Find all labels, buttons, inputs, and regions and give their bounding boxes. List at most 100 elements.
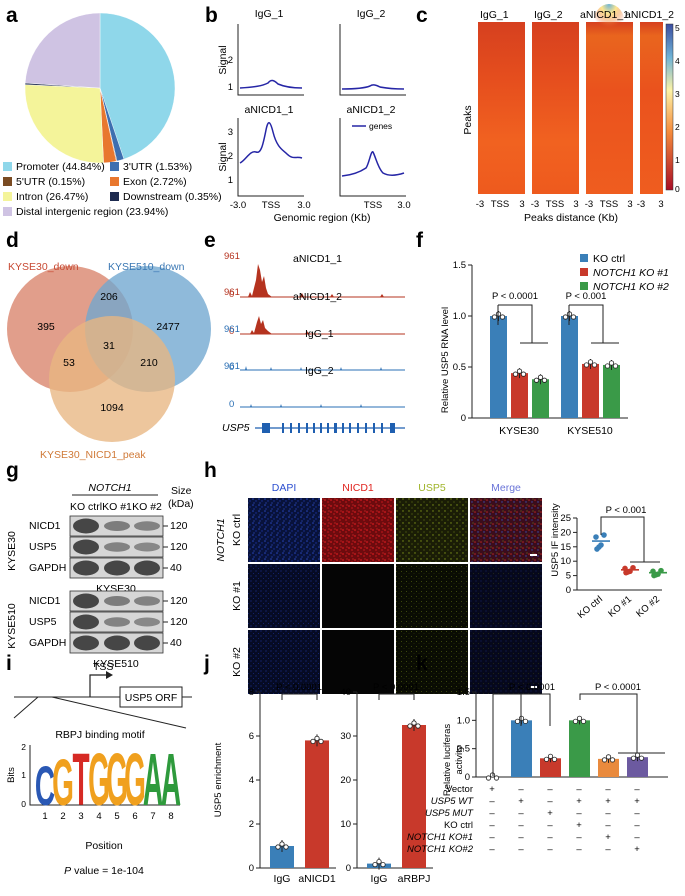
bar [561, 316, 578, 418]
venn-count: 2477 [156, 321, 180, 333]
heatmap-colorbar: 5 4 3 2 1 0 [665, 23, 680, 194]
x-tick: 3 [658, 199, 663, 210]
scatter-chart-h: 25 20 15 10 5 0 KO ctrl KO #1 KO #2 P < 0.001 [560, 505, 667, 621]
blot-band [73, 635, 99, 651]
motif-letter: A [161, 738, 181, 821]
data-point [533, 377, 540, 383]
blot-band [134, 635, 160, 651]
condition-mark: – [518, 820, 524, 831]
x-tick: -3 [585, 199, 593, 210]
x-tick: -3.0 [230, 200, 246, 211]
motif-pvalue: P value = 1e-104 [64, 865, 144, 877]
zoom-line [13, 696, 39, 719]
p-value: P < 0.0001 [595, 682, 641, 693]
sequence-logo: C1 G2 T3 G4 G5 G6 A7 A8 [35, 738, 181, 822]
blot-caption: KYSE510 [93, 658, 139, 670]
data-point [601, 532, 607, 538]
data-point [591, 362, 598, 368]
legend-swatch [3, 162, 12, 171]
data-point [537, 374, 544, 380]
condition-mark: – [547, 820, 553, 831]
blot-band [73, 518, 99, 534]
condition-mark: – [547, 796, 553, 807]
panel-j-label: j [203, 652, 210, 675]
data-point [630, 755, 637, 761]
motif-title: RBPJ binding motif [55, 729, 144, 741]
size-label: 120 [170, 520, 188, 532]
pval-rest: value = 1e-104 [71, 865, 144, 877]
colorbar-tick: 0 [675, 184, 680, 194]
exon [282, 423, 284, 433]
track-max: 961 [224, 287, 240, 298]
track-signal [240, 404, 405, 407]
data-point [318, 738, 324, 745]
significance-bracket [568, 304, 619, 344]
significance-bracket [497, 304, 548, 344]
condition-label: KO ctrl [444, 820, 473, 831]
condition-mark: – [547, 832, 553, 843]
y-axis-label: USP5 enrichment [213, 742, 224, 817]
legend-label: genes [369, 121, 392, 131]
exon [320, 423, 322, 433]
motif-letter: G [52, 745, 74, 819]
motif-letter: G [106, 738, 128, 821]
condition-mark: + [489, 784, 495, 795]
data-point [605, 754, 612, 760]
y-tick-label: 15 [560, 542, 571, 553]
position-tick: 4 [96, 811, 101, 822]
panel-a-label: a [6, 4, 18, 27]
x-category: KYSE30 [499, 425, 539, 437]
y-axis-label: activity [454, 745, 465, 774]
y-tick-label: 4 [249, 775, 254, 786]
blot-band [73, 560, 99, 576]
y-tick-label: 0 [465, 772, 470, 783]
p-value: P < 0.0001 [276, 682, 322, 693]
condition-mark: – [576, 784, 582, 795]
data-point [551, 756, 558, 762]
significance-bracket [378, 693, 415, 700]
condition-mark: – [489, 844, 495, 855]
condition-mark: – [576, 844, 582, 855]
track-min: 0 [229, 326, 234, 337]
pie-chart [24, 12, 176, 164]
data-point [609, 757, 616, 763]
y-tick-label: 1.0 [457, 715, 470, 726]
exon [306, 423, 308, 433]
x-category: aRBPJ [398, 873, 431, 885]
x-tick: TSS [600, 199, 618, 210]
pie-slice [24, 84, 104, 164]
bar [532, 379, 549, 418]
y-tick-label: 40 [340, 687, 351, 698]
bar [603, 364, 620, 418]
blot-band [134, 617, 160, 627]
data-point [583, 362, 590, 368]
colorbar-tick: 1 [675, 155, 680, 165]
position-tick: 8 [168, 811, 173, 822]
colorbar-tick: 4 [675, 56, 680, 66]
profile-line [239, 122, 303, 164]
position-tick: 6 [132, 811, 137, 822]
orf-label: USP5 ORF [125, 692, 178, 704]
panel-i-label: i [6, 652, 12, 675]
track-min: 0 [229, 362, 234, 373]
x-tick: 3 [627, 199, 632, 210]
y-tick: 2 [228, 55, 233, 66]
venn-diagram: KYSE30_down KYSE510_down KYSE30_NICD1_pe… [7, 261, 211, 461]
panel-b-label: b [205, 4, 218, 27]
data-point [596, 544, 602, 550]
profile-plot-igg2: IgG_2 [339, 8, 406, 96]
y-tick-label: 0.5 [453, 362, 466, 373]
y-axis-label: Relative USP5 RNA level [440, 307, 451, 413]
motif-letter: G [88, 738, 110, 821]
if-image [322, 564, 394, 628]
profile-plot-anicd1-2: aNICD1_2 genes TSS 3.0 [339, 104, 411, 211]
exon [342, 423, 344, 433]
data-point [634, 752, 641, 758]
gene-name: USP5 [222, 422, 250, 434]
x-tick: -3 [476, 199, 484, 210]
bar [598, 758, 619, 777]
size-header: (kDa) [168, 498, 194, 510]
tss-arrow [89, 674, 108, 697]
channel-label: DAPI [272, 482, 297, 494]
data-point [372, 861, 378, 868]
